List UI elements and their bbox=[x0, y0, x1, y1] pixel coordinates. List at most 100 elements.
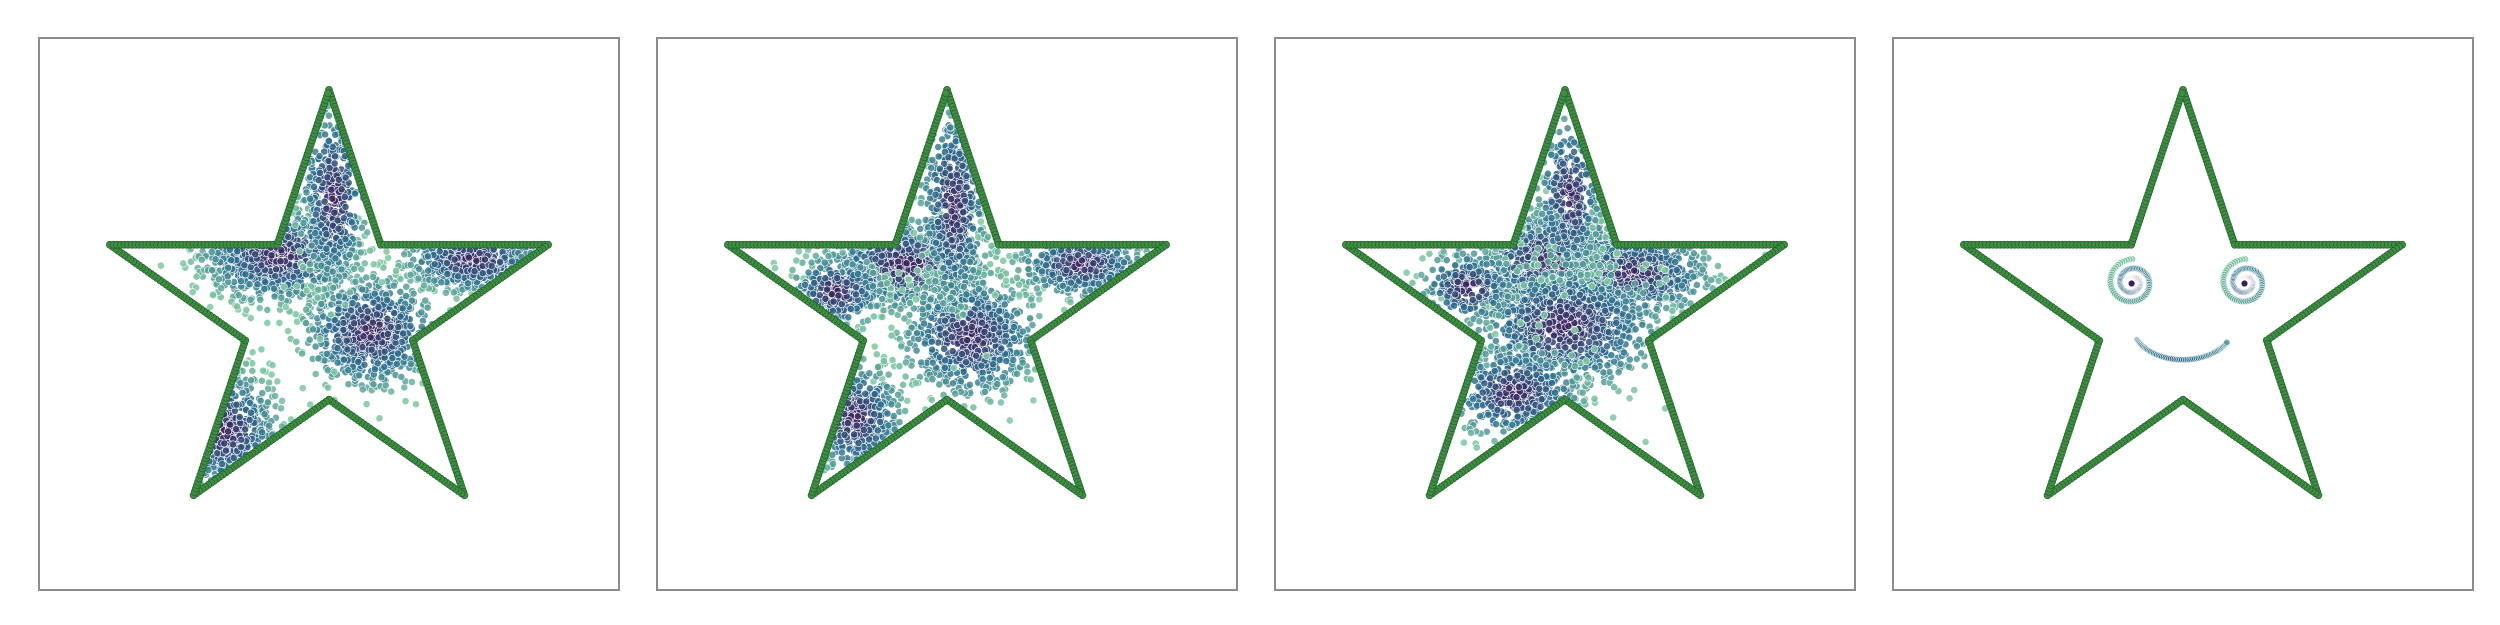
data-point bbox=[298, 349, 306, 358]
data-point bbox=[1035, 312, 1044, 321]
data-point bbox=[420, 281, 428, 290]
data-point bbox=[430, 276, 439, 285]
data-point bbox=[277, 404, 285, 413]
data-point bbox=[263, 306, 272, 314]
data-point bbox=[317, 261, 326, 270]
data-point bbox=[995, 315, 1004, 324]
data-point bbox=[487, 262, 496, 270]
data-point bbox=[328, 143, 337, 151]
data-point bbox=[392, 266, 400, 275]
data-point bbox=[1000, 391, 1009, 400]
data-point bbox=[306, 194, 315, 203]
data-point bbox=[1005, 416, 1014, 425]
data-point bbox=[259, 366, 267, 375]
data-point bbox=[968, 295, 976, 304]
data-point bbox=[412, 400, 420, 409]
data-point bbox=[406, 322, 415, 330]
data-point bbox=[887, 323, 896, 332]
data-point bbox=[906, 299, 915, 307]
data-point bbox=[978, 318, 986, 327]
data-point bbox=[380, 363, 389, 371]
data-point bbox=[989, 325, 998, 333]
data-point bbox=[256, 295, 265, 304]
data-point bbox=[383, 296, 391, 305]
data-point bbox=[179, 259, 188, 268]
data-point bbox=[217, 284, 226, 293]
data-point bbox=[948, 347, 957, 356]
data-point bbox=[896, 305, 905, 313]
data-point bbox=[330, 367, 339, 376]
data-point bbox=[327, 310, 335, 319]
data-point bbox=[257, 261, 266, 270]
data-point bbox=[986, 269, 995, 277]
data-point bbox=[298, 384, 307, 393]
data-point bbox=[902, 358, 910, 367]
data-point bbox=[313, 293, 322, 302]
data-points bbox=[769, 100, 1152, 489]
data-point bbox=[357, 223, 366, 232]
data-point bbox=[324, 383, 332, 392]
data-point bbox=[340, 355, 348, 364]
data-point bbox=[947, 333, 956, 342]
data-points bbox=[156, 92, 540, 494]
data-point bbox=[246, 314, 255, 322]
data-point bbox=[914, 241, 922, 250]
data-point bbox=[246, 295, 255, 304]
data-point bbox=[1028, 321, 1037, 329]
data-point bbox=[223, 272, 232, 281]
data-point bbox=[424, 252, 432, 261]
data-point bbox=[330, 208, 339, 217]
data-point bbox=[330, 316, 339, 324]
data-point bbox=[322, 244, 331, 253]
data-point bbox=[1000, 300, 1009, 309]
data-point bbox=[398, 304, 407, 313]
data-point bbox=[968, 323, 976, 331]
data-point bbox=[232, 400, 241, 409]
data-point bbox=[913, 329, 921, 338]
data-point bbox=[242, 306, 251, 314]
data-point bbox=[362, 273, 371, 282]
data-point bbox=[310, 182, 318, 191]
data-point bbox=[284, 232, 293, 241]
data-point bbox=[869, 312, 878, 321]
data-point bbox=[257, 345, 266, 354]
data-point bbox=[871, 255, 880, 264]
data-point bbox=[401, 292, 410, 300]
data-point bbox=[335, 291, 343, 300]
data-point bbox=[916, 224, 925, 233]
data-point bbox=[341, 235, 350, 244]
data-point bbox=[245, 416, 254, 424]
data-point bbox=[348, 299, 357, 307]
data-point bbox=[989, 360, 997, 369]
data-point bbox=[237, 435, 246, 444]
data-point bbox=[350, 189, 359, 198]
star-outline bbox=[105, 86, 553, 500]
data-point bbox=[275, 319, 284, 327]
data-point bbox=[396, 312, 405, 321]
data-point bbox=[377, 373, 386, 382]
data-point bbox=[976, 311, 985, 320]
data-point bbox=[454, 272, 463, 281]
data-point bbox=[370, 365, 379, 374]
data-point bbox=[192, 272, 201, 281]
data-point bbox=[995, 307, 1004, 315]
data-point bbox=[472, 256, 481, 265]
data-point bbox=[322, 349, 331, 358]
data-point bbox=[355, 371, 363, 380]
data-point bbox=[156, 261, 165, 270]
data-point bbox=[241, 425, 250, 434]
data-point bbox=[264, 384, 272, 393]
outline-point bbox=[324, 89, 332, 98]
data-point bbox=[901, 372, 910, 381]
data-point bbox=[900, 314, 909, 323]
data-point bbox=[265, 421, 274, 430]
data-point bbox=[380, 347, 389, 356]
data-point bbox=[229, 454, 238, 462]
data-point bbox=[233, 302, 242, 311]
data-point bbox=[443, 270, 452, 278]
data-point bbox=[363, 307, 372, 316]
data-point bbox=[307, 241, 316, 250]
data-point bbox=[934, 338, 943, 347]
data-point bbox=[475, 249, 484, 257]
